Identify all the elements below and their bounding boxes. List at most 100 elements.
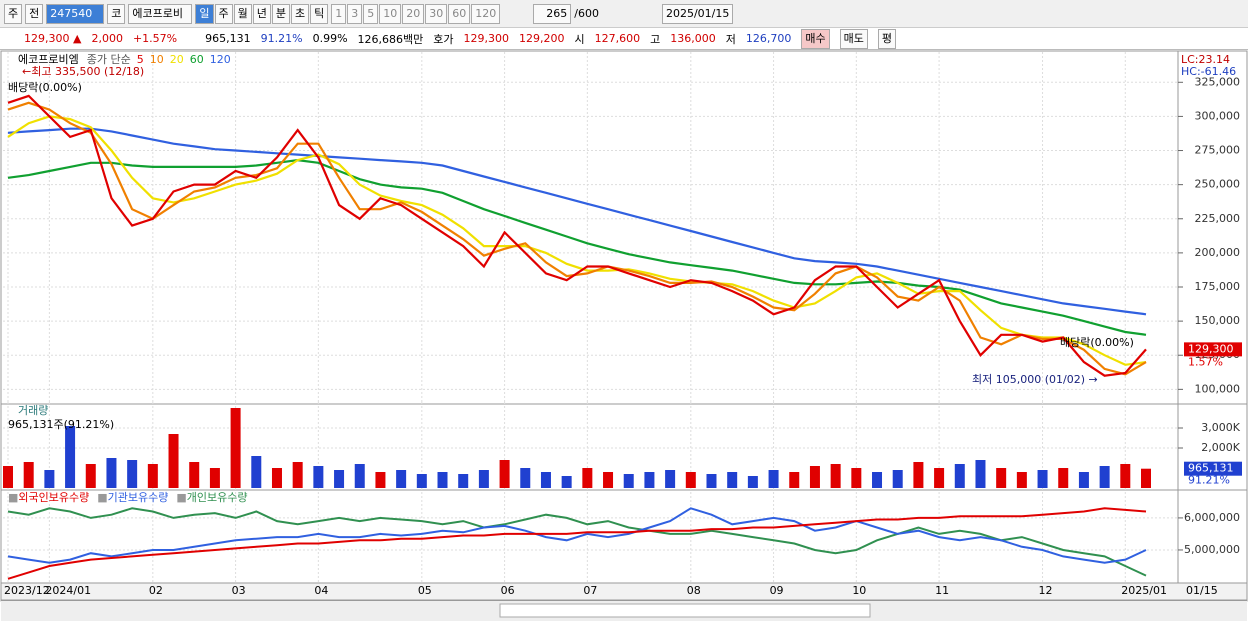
series-line bbox=[7, 115, 1147, 366]
volume-bar bbox=[189, 462, 200, 488]
x-tick-label: 08 bbox=[687, 584, 701, 597]
prev-button[interactable]: 전 bbox=[25, 3, 44, 24]
volume-bar bbox=[292, 462, 303, 488]
volume-bar bbox=[375, 472, 386, 488]
interval-button[interactable]: 60 bbox=[448, 3, 471, 24]
ask: 129,300 bbox=[463, 32, 510, 45]
rate: +1.57% bbox=[132, 32, 178, 45]
volume-bar bbox=[1016, 472, 1027, 488]
y-tick-label: 300,000 bbox=[1195, 109, 1241, 122]
volume-bar bbox=[65, 426, 76, 488]
low-label: 저 bbox=[725, 32, 736, 46]
legend-label: 종가 단순 bbox=[87, 53, 131, 66]
volume-bar bbox=[975, 460, 986, 488]
ask-label: 호가 bbox=[433, 32, 454, 46]
price: 129,300 ▲ bbox=[24, 32, 82, 45]
stock-name[interactable]: 에코프로비 bbox=[128, 3, 193, 24]
volume-bar bbox=[768, 470, 779, 488]
interval-button[interactable]: 10 bbox=[379, 3, 402, 24]
interval-button[interactable]: 20 bbox=[402, 3, 425, 24]
x-tick-label: 03 bbox=[232, 584, 246, 597]
volume-bar bbox=[127, 460, 138, 488]
annotation: 최저 105,000 (01/02) → bbox=[972, 373, 1098, 386]
period-button[interactable]: 주 bbox=[214, 3, 233, 24]
volume-rate-tag: 91.21% bbox=[1188, 474, 1230, 487]
y-tick-label: 150,000 bbox=[1195, 314, 1241, 327]
date-input[interactable]: 2025/01/15 bbox=[661, 3, 734, 24]
legend-entry: 외국인보유수량 bbox=[18, 491, 89, 504]
legend-entry: 개인보유수량 bbox=[187, 491, 248, 504]
period-button[interactable]: 초 bbox=[291, 3, 310, 24]
x-tick-label: 05 bbox=[418, 584, 432, 597]
volume-bar bbox=[644, 472, 655, 488]
volume-bar bbox=[23, 462, 34, 488]
volume-bar bbox=[809, 466, 820, 488]
volume-bar bbox=[458, 474, 469, 488]
volume-bar bbox=[623, 474, 634, 488]
volume-bar bbox=[520, 468, 531, 488]
period-button[interactable]: 분 bbox=[271, 3, 290, 24]
turnover: 0.99% bbox=[312, 32, 348, 45]
volume-bar bbox=[313, 466, 324, 488]
legend: 에코프로비엠 종가 단순 5 10 20 60 120 bbox=[18, 53, 231, 66]
y-tick-label: 100,000 bbox=[1195, 382, 1241, 395]
volume-bar bbox=[106, 458, 117, 488]
hc-label: HC:-61.46 bbox=[1181, 65, 1236, 78]
volume-bar bbox=[685, 472, 696, 488]
volume-bar bbox=[209, 468, 220, 488]
volume-bar bbox=[892, 470, 903, 488]
buy-button[interactable]: 매수 bbox=[801, 28, 830, 49]
interval-button[interactable]: 30 bbox=[425, 3, 448, 24]
series-line bbox=[7, 101, 1147, 376]
period-button[interactable]: 년 bbox=[252, 3, 271, 24]
interval-button[interactable]: 120 bbox=[471, 3, 501, 24]
x-tick-label: 09 bbox=[770, 584, 784, 597]
avg-button[interactable]: 평 bbox=[877, 28, 897, 49]
x-tick-label: 11 bbox=[935, 584, 949, 597]
legend-marker: ■ bbox=[176, 491, 186, 504]
x-tick-label: 07 bbox=[583, 584, 597, 597]
sell-button[interactable]: 매도 bbox=[839, 28, 868, 49]
scroll-thumb[interactable] bbox=[499, 603, 871, 618]
volume-bar bbox=[251, 456, 262, 488]
count[interactable]: 265 bbox=[533, 3, 572, 24]
open-label: 시 bbox=[574, 32, 585, 46]
lc-label: LC:23.14 bbox=[1181, 53, 1230, 66]
open: 127,600 bbox=[594, 32, 641, 45]
volume-bar bbox=[44, 470, 55, 488]
volume-bar bbox=[954, 464, 965, 488]
volume-bar bbox=[416, 474, 427, 488]
series-line bbox=[7, 507, 1147, 564]
y-tick-label: 175,000 bbox=[1195, 280, 1241, 293]
volume-bar bbox=[334, 470, 345, 488]
y-tick-label: 200,000 bbox=[1195, 246, 1241, 259]
annotation: ←최고 335,500 (12/18) bbox=[22, 65, 144, 78]
period-button[interactable]: 일 bbox=[195, 3, 214, 24]
type-select[interactable]: 주 bbox=[4, 3, 23, 24]
series-line bbox=[7, 507, 1147, 577]
y-tick-label: 325,000 bbox=[1195, 75, 1241, 88]
change: 2,000 bbox=[91, 32, 123, 45]
period-button[interactable]: 틱 bbox=[310, 3, 329, 24]
volume-bar bbox=[147, 464, 158, 488]
market[interactable]: 코 bbox=[107, 3, 126, 24]
volume-bar bbox=[913, 462, 924, 488]
volume-bar bbox=[354, 464, 365, 488]
x-tick-label: 2024/01 bbox=[45, 584, 91, 597]
y-tick-label: 5,000,000 bbox=[1184, 543, 1240, 556]
legend-marker: ■ bbox=[8, 491, 18, 504]
interval-button[interactable]: 3 bbox=[347, 3, 363, 24]
x-axis-bar bbox=[0, 582, 1248, 601]
volume-bar bbox=[1037, 470, 1048, 488]
price-tag-box bbox=[1184, 342, 1242, 357]
period-button[interactable]: 월 bbox=[233, 3, 252, 24]
interval-button[interactable]: 1 bbox=[331, 3, 347, 24]
y-tick-label: 3,000K bbox=[1201, 421, 1240, 434]
x-tick-label: 2023/12 bbox=[4, 584, 50, 597]
interval-button[interactable]: 5 bbox=[363, 3, 379, 24]
high-label: 고 bbox=[650, 32, 661, 46]
volume-tag: 965,131 bbox=[1188, 462, 1234, 475]
code-input[interactable]: 247540 bbox=[46, 3, 105, 24]
x-tick-label: 12 bbox=[1039, 584, 1053, 597]
